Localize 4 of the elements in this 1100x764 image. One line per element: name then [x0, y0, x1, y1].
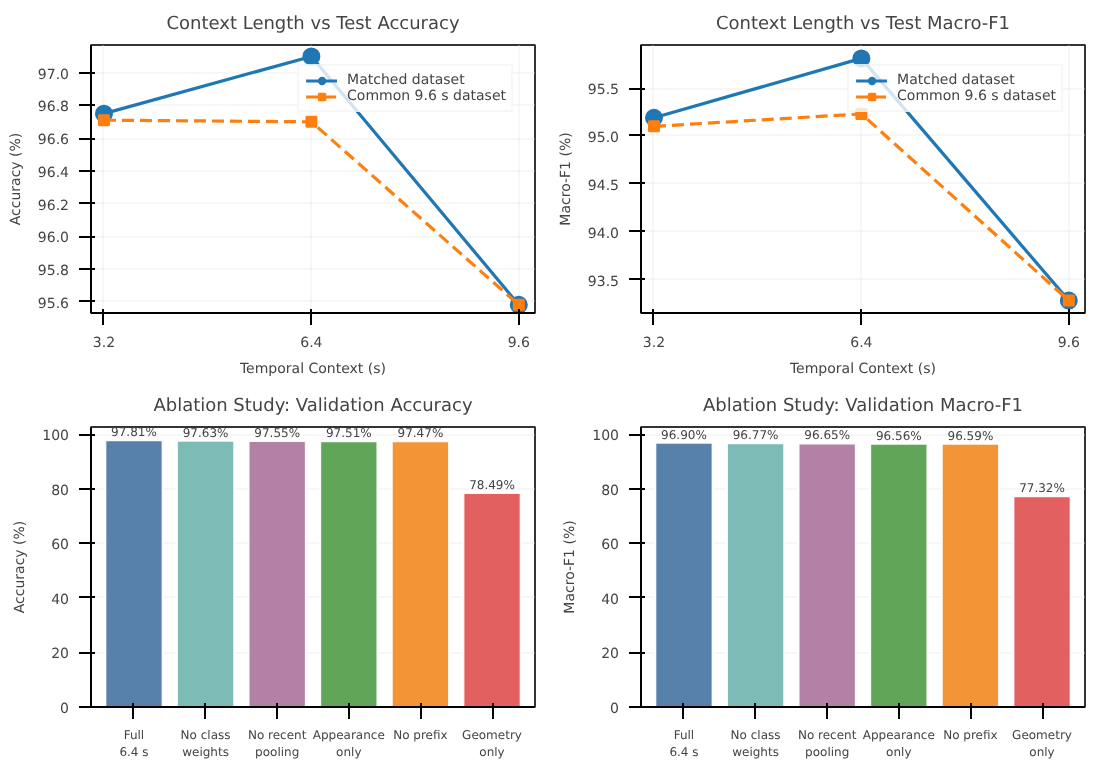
chart-title: Context Length vs Test Macro-F1 [715, 15, 1011, 35]
chart-title: Context Length vs Test Accuracy [166, 15, 461, 35]
chart-title: Ablation Study: Validation Accuracy [153, 397, 474, 417]
chart-title: Ablation Study: Validation Macro-F1 [702, 397, 1024, 417]
